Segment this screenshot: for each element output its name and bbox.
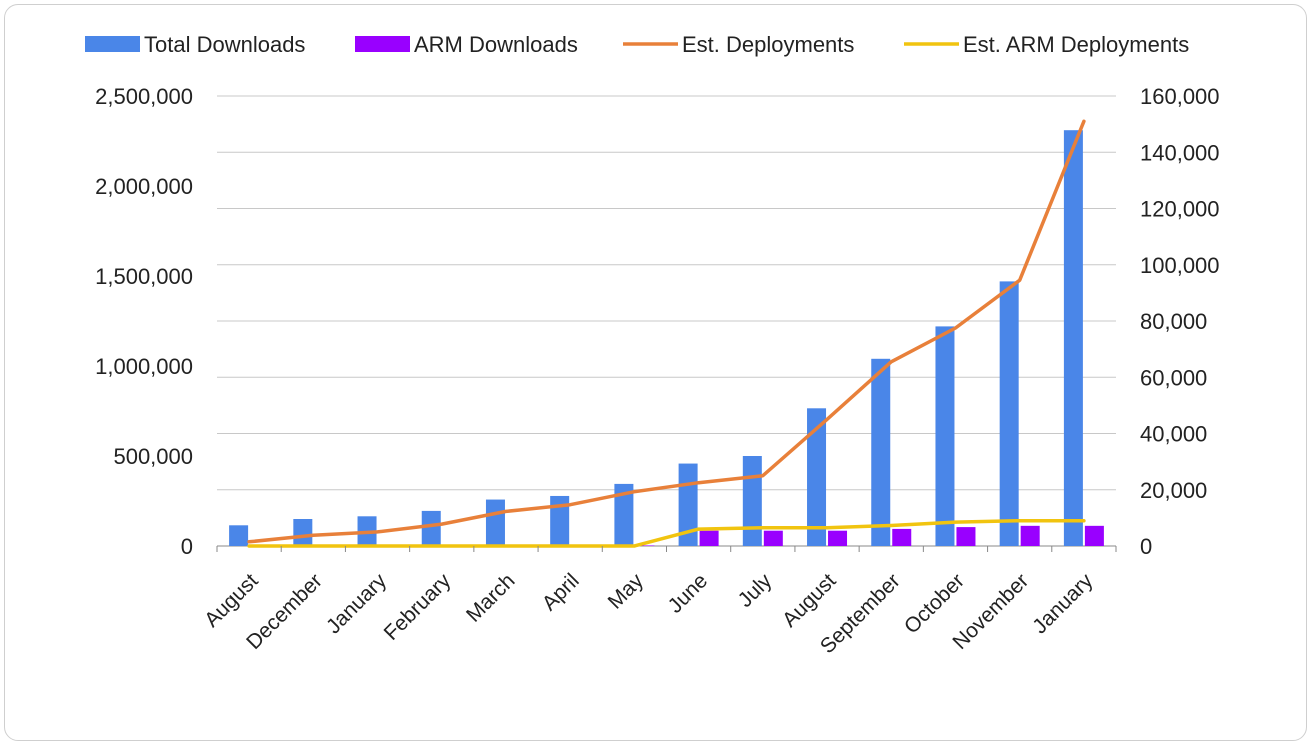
legend-label: Est. Deployments xyxy=(682,32,854,57)
bar xyxy=(1020,525,1040,546)
bar xyxy=(635,545,655,546)
bar xyxy=(807,408,827,546)
legend-swatch xyxy=(85,36,140,52)
bar xyxy=(293,519,313,546)
left-axis-tick-label: 1,000,000 xyxy=(95,354,193,379)
series-line xyxy=(247,119,1086,544)
right-axis-tick-label: 80,000 xyxy=(1140,309,1207,334)
right-axis-tick-label: 120,000 xyxy=(1140,197,1220,222)
right-axis-tick-label: 40,000 xyxy=(1140,422,1207,447)
bar xyxy=(871,358,891,546)
bar xyxy=(763,530,783,546)
left-axis-tick-label: 2,000,000 xyxy=(95,174,193,199)
x-category-label: August xyxy=(200,569,263,632)
legend-label: Est. ARM Deployments xyxy=(963,32,1189,57)
bar xyxy=(229,525,249,546)
right-axis-tick-label: 100,000 xyxy=(1140,253,1220,278)
legend-label: ARM Downloads xyxy=(414,32,578,57)
legend-swatch xyxy=(355,36,410,52)
bar xyxy=(956,527,976,546)
left-axis-tick-label: 0 xyxy=(181,534,193,559)
right-axis-tick-label: 160,000 xyxy=(1140,84,1220,109)
bar xyxy=(935,326,955,546)
left-axis-tick-label: 2,500,000 xyxy=(95,84,193,109)
left-axis-tick-label: 1,500,000 xyxy=(95,264,193,289)
x-category-label: March xyxy=(462,569,520,627)
x-category-label: May xyxy=(604,569,649,614)
bar xyxy=(699,530,719,546)
gridlines xyxy=(217,95,1116,547)
right-axis-tick-label: 20,000 xyxy=(1140,478,1207,503)
x-category-label: April xyxy=(538,569,584,615)
bar xyxy=(1063,130,1083,546)
x-category-label: July xyxy=(734,569,777,612)
bar xyxy=(614,483,634,546)
bar xyxy=(485,499,505,546)
chart-frame xyxy=(4,4,1307,741)
legend-label: Total Downloads xyxy=(144,32,305,57)
right-axis-tick-label: 0 xyxy=(1140,534,1152,559)
bar xyxy=(742,456,762,546)
legend: Total Downloads ARM Downloads Est. Deploym… xyxy=(85,32,1189,57)
axes: 0 500,000 1,000,000 1,500,000 2,000,000 2,500… xyxy=(95,84,1219,658)
x-category-label: February xyxy=(380,569,456,645)
bar xyxy=(828,530,848,546)
bar xyxy=(550,495,570,546)
x-category-label: June xyxy=(664,569,712,617)
x-category-label: January xyxy=(1028,569,1097,638)
bar xyxy=(421,510,441,546)
bar xyxy=(999,281,1019,546)
left-axis-tick-label: 500,000 xyxy=(113,444,193,469)
line-series xyxy=(247,119,1086,548)
right-axis-tick-label: 60,000 xyxy=(1140,365,1207,390)
right-axis-tick-label: 140,000 xyxy=(1140,140,1220,165)
bar xyxy=(892,528,912,546)
bar xyxy=(1084,525,1104,546)
series-line xyxy=(247,518,1086,548)
bar-series xyxy=(229,130,1104,546)
x-category-label: August xyxy=(778,569,841,632)
